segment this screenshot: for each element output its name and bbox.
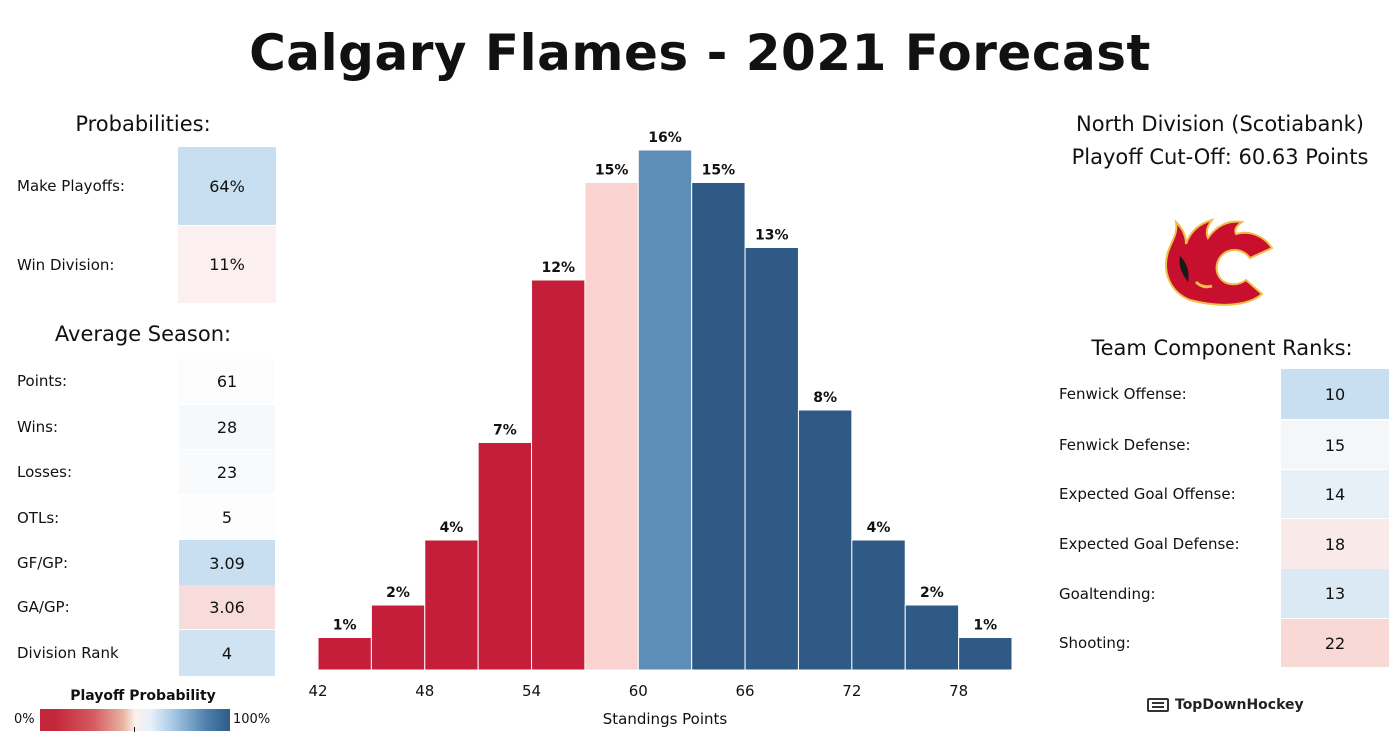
make-playoffs-value: 64% [178, 147, 276, 225]
bar-value-label: 8% [813, 390, 837, 406]
probabilities-heading: Probabilities: [75, 112, 211, 136]
win-division-value: 11% [178, 226, 276, 303]
histogram-bar [584, 182, 639, 671]
bar-value-label: 1% [333, 618, 357, 634]
legend-title: Playoff Probability [70, 688, 216, 704]
x-tick-label: 54 [522, 682, 541, 700]
bar-value-label: 16% [648, 130, 682, 146]
bar-value-label: 12% [541, 260, 575, 276]
average-season-row-label: Division Rank [17, 644, 119, 662]
bar-value-label: 13% [755, 228, 789, 244]
average-season-row-label: Losses: [17, 463, 72, 481]
histogram-bar [691, 182, 746, 671]
bar-value-label: 4% [867, 520, 891, 536]
histogram-bar [317, 637, 372, 671]
flames-logo-icon [1165, 218, 1274, 306]
legend-gradient-bar [40, 709, 230, 731]
average-season-row-label: Points: [17, 372, 68, 390]
team-rank-row-value: 13 [1281, 569, 1389, 618]
bar-value-label: 2% [386, 585, 410, 601]
average-season-row-value: 4 [179, 630, 275, 676]
team-ranks-heading: Team Component Ranks: [1091, 336, 1353, 360]
team-rank-row-label: Fenwick Defense: [1059, 436, 1191, 454]
team-rank-row-value: 18 [1281, 519, 1389, 569]
histogram-bar [797, 409, 853, 671]
make-playoffs-label: Make Playoffs: [17, 177, 125, 195]
team-rank-row-label: Expected Goal Defense: [1059, 535, 1240, 553]
team-rank-row-label: Shooting: [1059, 634, 1131, 652]
average-season-row-label: OTLs: [17, 508, 60, 527]
average-season-heading: Average Season: [54, 322, 232, 346]
page-title: Calgary Flames - 2021 Forecast [249, 24, 1151, 82]
x-tick-label: 66 [736, 682, 755, 700]
bar-value-label: 4% [440, 520, 464, 536]
team-rank-row-label: Goaltending: [1059, 584, 1156, 603]
x-tick-label: 48 [415, 682, 434, 700]
rink-icon [1147, 698, 1169, 712]
x-tick-label: 78 [949, 682, 968, 700]
win-division-label: Win Division: [17, 256, 115, 274]
legend-high-label: 100% [233, 712, 271, 727]
average-season-row-value: 3.09 [179, 540, 275, 586]
x-tick-label: 60 [629, 682, 648, 700]
histogram-bar [958, 637, 1013, 671]
average-season-row-label: GA/GP: [17, 598, 70, 616]
topdownhockey-brand: TopDownHockey [1147, 697, 1304, 713]
team-rank-row-value: 15 [1281, 421, 1389, 469]
histogram-bar [424, 539, 479, 671]
average-season-row-value: 61 [179, 359, 275, 403]
bar-value-label: 15% [702, 163, 736, 179]
histogram-bar [637, 149, 693, 671]
playoff-cutoff: Playoff Cut-Off: 60.63 Points [1071, 145, 1369, 169]
x-tick-label: 72 [842, 682, 861, 700]
brand-label: TopDownHockey [1175, 697, 1304, 713]
histogram-bar [477, 442, 533, 671]
team-rank-row-label: Expected Goal Offense: [1059, 485, 1236, 503]
x-tick-label: 42 [308, 682, 327, 700]
bar-value-label: 2% [920, 585, 944, 601]
bar-value-label: 1% [973, 618, 997, 634]
bar-value-label: 15% [595, 163, 629, 179]
average-season-row-label: Wins: [17, 418, 59, 436]
standings-points-histogram: 1% 2% 4% 7% 12% 15% 16% 15% 13% 8% 4% 2% 1% 42 48 54 60 6… [308, 130, 1013, 728]
average-season-row-value: 23 [179, 450, 275, 494]
histogram-bar [851, 539, 906, 671]
team-rank-row-value: 14 [1281, 470, 1389, 518]
average-season-row-value: 3.06 [179, 585, 275, 629]
histogram-bar [744, 247, 799, 671]
legend-midpoint-tick [134, 727, 135, 732]
histogram-bar [370, 604, 426, 671]
histogram-bar [531, 279, 586, 671]
bar-value-label: 7% [493, 423, 517, 439]
average-season-row-value: 28 [179, 405, 275, 449]
team-rank-row-value: 10 [1281, 369, 1389, 419]
team-rank-row-label: Fenwick Offense: [1059, 385, 1187, 403]
average-season-row-label: GF/GP: [17, 554, 69, 572]
average-season-row-value: 5 [179, 496, 275, 539]
team-rank-row-value: 22 [1281, 619, 1389, 667]
histogram-bar [904, 604, 960, 671]
x-axis-title: Standings Points [603, 710, 728, 728]
legend-low-label: 0% [14, 712, 35, 727]
division-name: North Division (Scotiabank) [1075, 112, 1364, 136]
